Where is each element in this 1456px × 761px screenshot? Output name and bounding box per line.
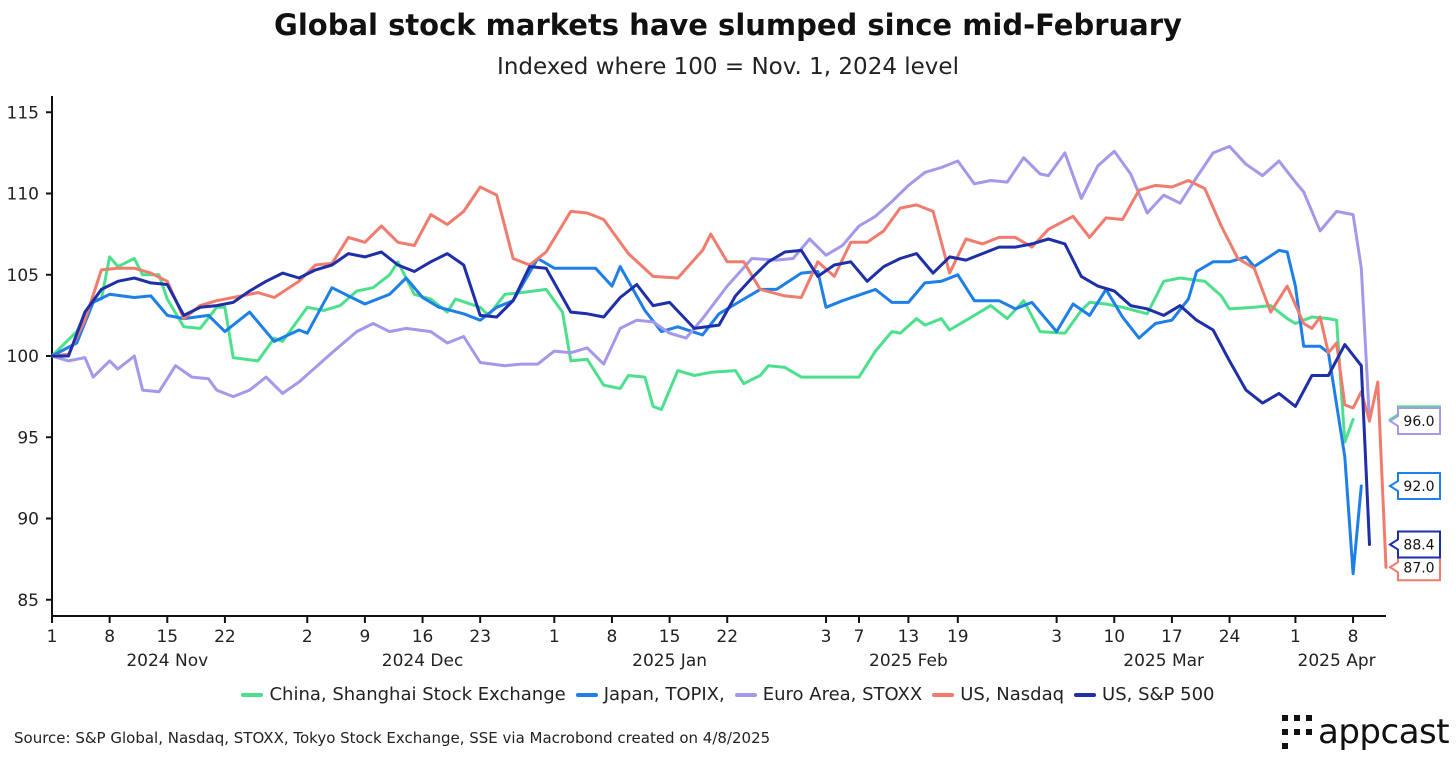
series-line-2 — [50, 144, 1371, 423]
chart-subtitle: Indexed where 100 = Nov. 1, 2024 level — [497, 54, 959, 80]
x-tick-label: 17 — [1161, 627, 1183, 647]
x-month-label: 2025 Mar — [1123, 651, 1204, 671]
end-label-box — [1388, 407, 1441, 435]
legend-label: Euro Area, STOXX — [762, 684, 923, 705]
y-tick-label: 85 — [17, 591, 39, 611]
x-tick-label: 24 — [1219, 627, 1241, 647]
legend-label: US, S&P 500 — [1102, 684, 1215, 705]
end-label-value: 92.0 — [1403, 479, 1434, 495]
legend-label: US, Nasdaq — [960, 684, 1065, 705]
legend-swatch — [241, 692, 264, 697]
y-tick-label: 115 — [7, 103, 39, 123]
end-label-value: 88.4 — [1403, 538, 1434, 554]
y-axis: 85 90 95 100 105 110 115 — [7, 96, 53, 616]
end-label-3: 87.0 — [1388, 553, 1441, 582]
x-tick-label: 22 — [716, 627, 738, 647]
appcast-logo-icon — [1282, 715, 1312, 749]
appcast-logo: appcast — [1282, 712, 1450, 752]
x-tick-label: 3 — [1051, 627, 1062, 647]
x-month-label: 2025 Feb — [869, 651, 948, 671]
x-month-label: 2024 Nov — [126, 651, 208, 671]
y-tick-label: 105 — [7, 266, 39, 286]
series-line-1 — [50, 248, 1363, 576]
y-tick-label: 90 — [17, 510, 39, 530]
series-line-4 — [50, 237, 1371, 546]
x-tick-label: 15 — [156, 627, 178, 647]
legend-label: Japan, TOPIX, — [603, 684, 725, 705]
series-layer — [50, 144, 1388, 576]
legend-swatch — [1074, 692, 1097, 697]
end-label-box — [1388, 530, 1441, 559]
x-tick-label: 8 — [104, 627, 115, 647]
x-tick-label: 13 — [898, 627, 920, 647]
series-line-0 — [50, 255, 1355, 444]
legend-swatch — [734, 692, 757, 697]
appcast-wordmark: appcast — [1318, 712, 1450, 752]
x-tick-label: 7 — [854, 627, 865, 647]
y-tick-label: 95 — [17, 428, 39, 448]
x-tick-label: 15 — [659, 627, 681, 647]
x-tick-label: 19 — [947, 627, 969, 647]
x-tick-label: 3 — [821, 627, 832, 647]
end-label-value: 87.0 — [1403, 560, 1434, 576]
legend-label: China, Shanghai Stock Exchange — [269, 684, 566, 705]
x-tick-label: 1 — [549, 627, 560, 647]
x-tick-label: 22 — [214, 627, 236, 647]
legend-item: Euro Area, STOXX — [734, 684, 923, 705]
legend: China, Shanghai Stock Exchange Japan, TOP… — [0, 684, 1456, 705]
end-label-1: 92.0 — [1388, 472, 1441, 500]
x-tick-label: 16 — [412, 627, 434, 647]
x-tick-label: 1 — [1290, 627, 1301, 647]
end-label-box — [1388, 553, 1441, 582]
legend-item: Japan, TOPIX, — [575, 684, 725, 705]
source-note: Source: S&P Global, Nasdaq, STOXX, Tokyo… — [14, 729, 771, 747]
y-tick-label: 100 — [7, 347, 39, 367]
x-tick-label: 8 — [1348, 627, 1359, 647]
x-tick-label: 1 — [47, 627, 58, 647]
x-month-label: 2024 Dec — [382, 651, 464, 671]
end-labels: 96.192.096.087.088.4 — [1388, 405, 1441, 582]
x-tick-label: 8 — [607, 627, 618, 647]
legend-item: US, Nasdaq — [932, 684, 1064, 705]
x-tick-label: 10 — [1103, 627, 1125, 647]
x-month-label: 2025 Jan — [632, 651, 707, 671]
end-label-value: 96.0 — [1403, 414, 1434, 430]
legend-swatch — [932, 692, 955, 697]
y-tick-label: 110 — [7, 185, 39, 205]
end-label-4: 88.4 — [1388, 530, 1441, 559]
legend-swatch — [575, 692, 598, 697]
legend-item: China, Shanghai Stock Exchange — [241, 684, 566, 705]
series-line-3 — [50, 179, 1388, 569]
legend-item: US, S&P 500 — [1074, 684, 1215, 705]
x-month-label: 2025 Apr — [1298, 651, 1376, 671]
end-label-box — [1388, 472, 1441, 500]
end-label-2: 96.0 — [1388, 407, 1441, 435]
chart-title: Global stock markets have slumped since … — [274, 8, 1182, 42]
x-tick-label: 2 — [302, 627, 313, 647]
x-tick-label: 23 — [469, 627, 491, 647]
x-tick-label: 9 — [359, 627, 370, 647]
